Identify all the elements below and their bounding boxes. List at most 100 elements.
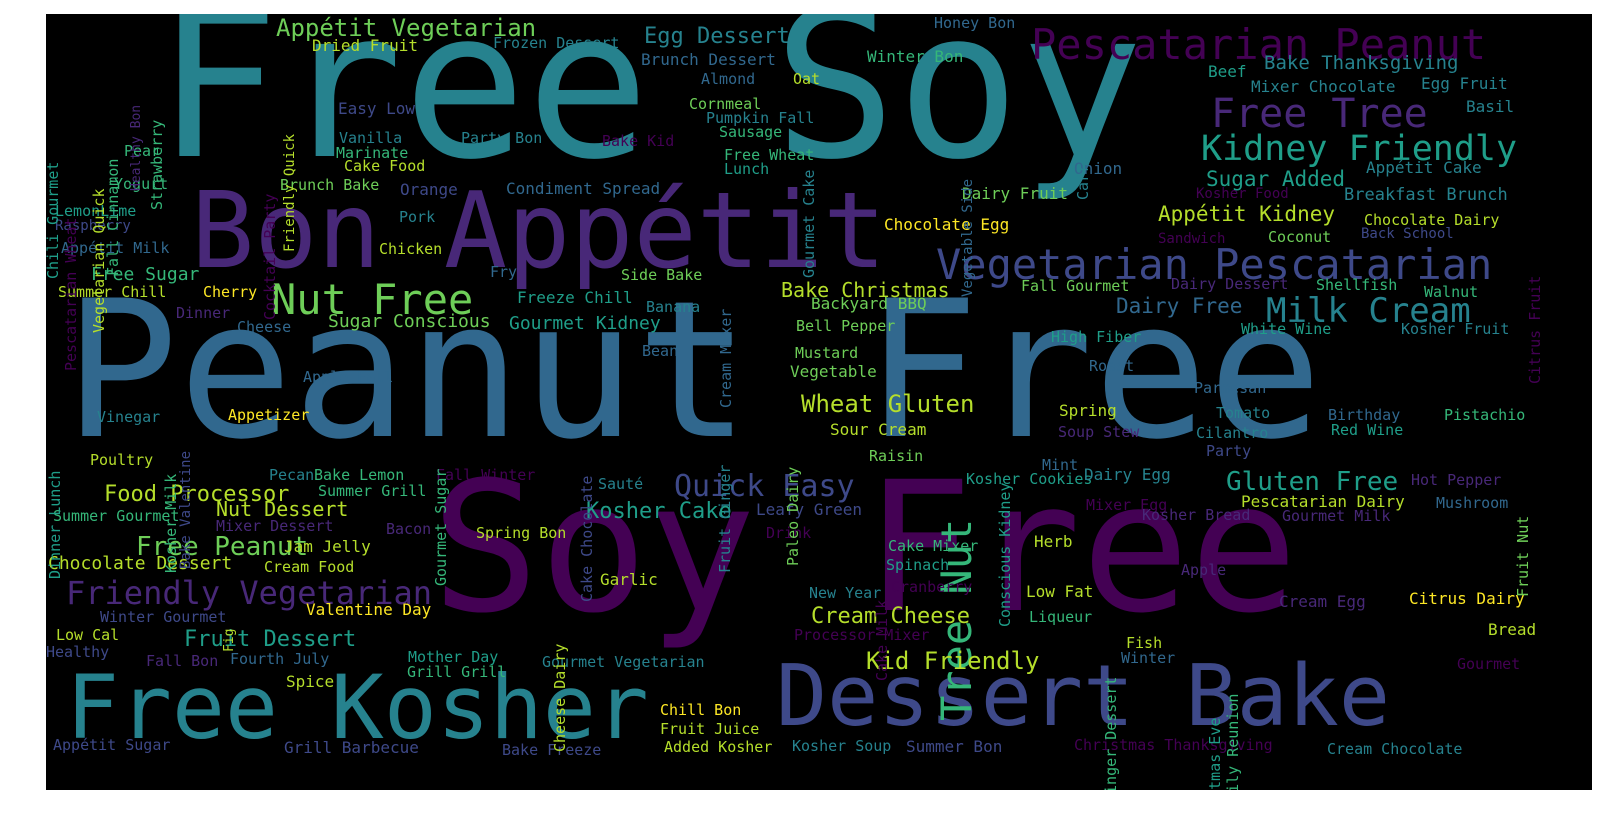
cloud-word: Bean — [642, 342, 679, 360]
cloud-word: Appetizer — [228, 406, 310, 424]
cloud-word: Added Kosher — [664, 738, 773, 756]
cloud-word: Summer Grill — [318, 482, 427, 500]
cloud-word: High Fiber — [1051, 328, 1142, 346]
cloud-word: Cake Chocolate — [578, 475, 596, 602]
cloud-word: Bake Christmas — [781, 278, 950, 302]
cloud-word: Yogurt — [114, 175, 169, 193]
cloud-word: Cream Food — [264, 558, 355, 576]
cloud-word: Poultry — [90, 451, 154, 469]
cloud-word: Nut Free — [271, 275, 474, 324]
cloud-word: Cornmeal — [689, 95, 762, 113]
cloud-word: Processor Mixer — [794, 626, 930, 644]
cloud-word: Vinegar — [97, 408, 161, 426]
cloud-word: Cherry — [203, 283, 258, 301]
cloud-word: Back School — [1361, 226, 1454, 242]
cloud-word: Almond — [701, 70, 756, 88]
cloud-word: Pescatarian Dairy — [1241, 492, 1405, 511]
cloud-word: Chocolate Dairy — [1364, 211, 1500, 229]
cloud-word: Low Cal — [56, 626, 120, 644]
cloud-word: Appétit Kidney — [1158, 202, 1336, 226]
cloud-word: Sugar Added — [1206, 167, 1346, 191]
cloud-word: Gluten Free — [1226, 467, 1399, 497]
cloud-word: Garlic — [600, 570, 658, 589]
cloud-word: Dairy Dessert — [1171, 275, 1289, 293]
cloud-word: Fourth July — [230, 650, 330, 668]
cloud-word: Cilantro — [1196, 424, 1269, 442]
cloud-word: Friendly Quick — [282, 133, 298, 252]
cloud-word: Bon Appétit — [191, 170, 887, 292]
cloud-word: Summer Bon — [906, 737, 1003, 756]
cloud-word: Mustard — [795, 344, 859, 362]
cloud-word: Cake Milk — [873, 599, 891, 681]
cloud-word: Party — [1206, 442, 1252, 460]
cloud-word: LemonLime — [55, 202, 137, 220]
cloud-word: Spring — [1059, 401, 1117, 420]
cloud-word: Appétit Vegetarian — [276, 14, 537, 42]
cloud-word: Kosher Milk — [162, 473, 180, 573]
cloud-word: Fish — [1126, 634, 1163, 652]
cloud-word: New Year — [809, 584, 882, 602]
cloud-word: Hot Pepper — [1411, 471, 1502, 489]
cloud-word: Christmas Eve — [1206, 717, 1224, 790]
cloud-word: Kosher Soup — [792, 737, 892, 755]
cloud-word: Frozen Dessert — [493, 34, 620, 52]
cloud-word: Kid Friendly — [866, 647, 1040, 675]
cloud-word: Grill Barbecue — [284, 738, 419, 757]
cloud-word: Cocktail Party — [261, 193, 279, 320]
cloud-word: Mother Day — [408, 648, 499, 666]
cloud-word: Sauté — [598, 475, 644, 493]
cloud-word: Fig — [222, 628, 237, 653]
cloud-word: Kosher Bread — [1142, 506, 1251, 524]
cloud-word: Cake Food — [344, 157, 426, 175]
cloud-word: Side Bake — [621, 266, 703, 284]
cloud-word: Milk Cream — [1266, 291, 1471, 331]
cloud-word: Parmesan — [1194, 379, 1267, 397]
cloud-word: Healthy Bon — [129, 104, 144, 191]
cloud-word: Gourmet — [1457, 655, 1521, 673]
cloud-word: Breakfast Brunch — [1344, 185, 1508, 205]
cloud-word: Condiment Spread — [506, 179, 661, 198]
cloud-word: Citrus Dairy — [1409, 589, 1525, 608]
cloud-word: Paleo Dairy — [784, 466, 802, 566]
cloud-word: Dinner Lunch — [46, 470, 64, 579]
cloud-word: Grill Grill — [407, 663, 507, 681]
cloud-word: Gourmet Sugar — [432, 468, 450, 586]
cloud-word: Chocolate Dessert — [48, 553, 233, 574]
cloud-word: Dried Fruit — [312, 36, 418, 55]
cloud-word: Cheese — [237, 318, 292, 336]
cloud-word: Summer Gourmet — [53, 507, 180, 525]
cloud-word: Backyard BBQ — [811, 294, 927, 313]
cloud-word: Christmas Thanksgiving — [1074, 736, 1273, 754]
cloud-word: Fall Gourmet — [1021, 277, 1130, 295]
cloud-word: Cake Mixer — [888, 537, 979, 555]
cloud-word: Fruit Juice — [660, 720, 760, 738]
cloud-word: Bell Pepper — [796, 317, 896, 335]
cloud-word: Fruit Ginger — [716, 464, 734, 573]
cloud-word: Dinner — [176, 304, 231, 322]
cloud-word: Cheese Dairy — [551, 643, 569, 752]
cloud-word: Pistachio — [1444, 406, 1526, 424]
cloud-word: Marinate — [336, 144, 409, 162]
cloud-word: Fall Winter — [436, 466, 536, 484]
cloud-word: Quick Easy — [674, 469, 855, 504]
cloud-word: Gourmet Milk — [1282, 507, 1391, 525]
cloud-word: Healthy — [46, 643, 110, 661]
cloud-word: White Wine — [1241, 320, 1332, 338]
cloud-word: Red Wine — [1331, 421, 1404, 439]
cloud-word: Nut Dessert — [216, 497, 349, 521]
cloud-word: Wheat Gluten — [801, 390, 975, 418]
cloud-word: Bake Lemon — [314, 466, 405, 484]
cloud-word: Kidney Friendly — [1201, 129, 1518, 169]
cloud-word: Chocolate Egg — [884, 215, 1010, 234]
cloud-word: Kosher Fruit — [1401, 320, 1510, 338]
cloud-word: Soy Free — [431, 444, 1298, 653]
cloud-word: Citrus Fruit — [1526, 275, 1544, 384]
cloud-word: Appétit Sugar — [53, 736, 171, 754]
cloud-word: Honey Bon — [934, 14, 1016, 32]
cloud-word: Pear — [124, 142, 161, 160]
cloud-word: Low Fat — [1026, 582, 1094, 601]
cloud-word: Vanilla — [339, 129, 403, 147]
cloud-word: Summer Chill — [58, 283, 167, 301]
cloud-word: Pork — [399, 208, 436, 226]
cloud-word: Raisin — [869, 447, 924, 465]
